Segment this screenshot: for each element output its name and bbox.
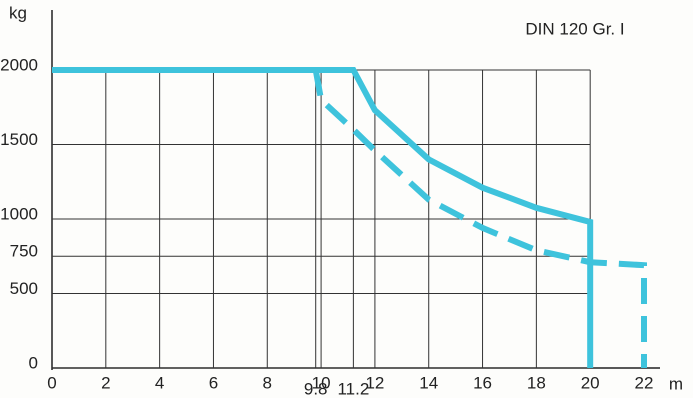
y-tick-label: 2000 [0,55,38,74]
x-tick-label: 2 [101,373,110,392]
x-tick-label: 16 [473,373,492,392]
y-tick-label: 1500 [0,130,38,149]
x-tick-label: 10 [312,373,331,392]
x-tick-label: 4 [155,373,164,392]
x-tick-label: 18 [527,373,546,392]
x-tick-label: 11.2 [337,379,369,398]
chart-title: DIN 120 Gr. I [525,19,624,38]
load-curve [312,69,647,368]
y-tick-label: 1000 [0,204,38,223]
y-tick-label: 750 [10,242,38,261]
y-axis-label: kg [9,3,27,22]
x-axis-label: m [669,374,683,393]
x-tick-label: 0 [47,373,56,392]
x-tick-label: 9.8 [304,379,328,398]
x-tick-label: 22 [635,373,654,392]
y-tick-label: 500 [10,279,38,298]
x-tick-label: 12 [365,373,384,392]
x-tick-label: 14 [419,373,438,392]
y-tick-label: 0 [29,353,38,372]
load-curve [52,67,594,368]
x-tick-label: 8 [263,373,272,392]
x-tick-label: 20 [581,373,600,392]
x-tick-label: 6 [209,373,218,392]
